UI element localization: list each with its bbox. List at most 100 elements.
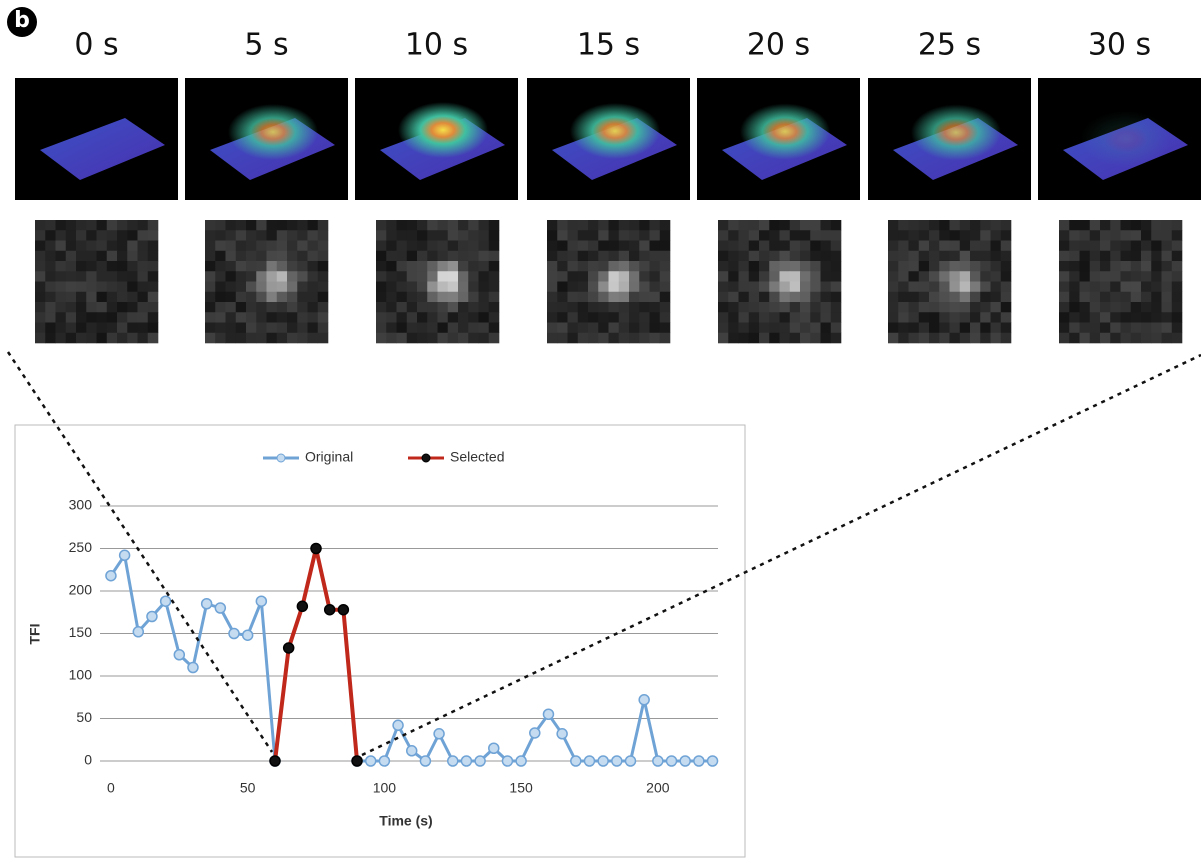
- x-axis-label: Time (s): [379, 813, 432, 829]
- pixel: [1000, 312, 1012, 323]
- x-tick-label: 50: [240, 780, 256, 796]
- pixel: [307, 322, 319, 334]
- pixel: [376, 240, 387, 252]
- pixel: [738, 271, 750, 282]
- pixel: [1100, 261, 1111, 272]
- pixel: [127, 220, 138, 231]
- pixel: [577, 220, 589, 231]
- pixel: [76, 302, 87, 313]
- pixel: [980, 240, 991, 252]
- pixel: [386, 261, 397, 272]
- pixel: [598, 332, 609, 344]
- data-point: [488, 742, 500, 754]
- pixel: [376, 271, 387, 282]
- pixel: [888, 281, 899, 293]
- pixel: [137, 250, 149, 262]
- pixel: [547, 291, 558, 303]
- y-tick-label: 250: [69, 539, 93, 555]
- pixel: [908, 271, 920, 282]
- pixel: [297, 271, 308, 282]
- pixel: [1089, 261, 1101, 272]
- pixel: [488, 332, 500, 344]
- pixel: [939, 332, 950, 344]
- pixel: [488, 281, 500, 293]
- pixel: [1110, 250, 1121, 262]
- x-tick-label: 200: [646, 780, 670, 796]
- pixel: [888, 271, 899, 282]
- pixel: [820, 230, 832, 241]
- pixel: [738, 261, 750, 272]
- pixel: [618, 281, 630, 293]
- pixel: [949, 220, 961, 231]
- pixel: [287, 240, 298, 252]
- pixel: [106, 281, 118, 293]
- pixel: [929, 312, 940, 323]
- pixel: [55, 302, 67, 313]
- pixel: [959, 281, 971, 293]
- pixel: [608, 220, 620, 231]
- pixel: [317, 291, 329, 303]
- pixel: [276, 332, 288, 344]
- pixel: [287, 291, 298, 303]
- y-tick-label: 0: [84, 752, 92, 768]
- pixel: [789, 281, 801, 293]
- pixel: [547, 261, 558, 272]
- pixel: [478, 220, 490, 231]
- pixel: [830, 332, 842, 344]
- pixel: [1141, 312, 1152, 323]
- x-tick-label: 150: [509, 780, 533, 796]
- pixel: [137, 312, 149, 323]
- pixel: [246, 332, 257, 344]
- pixel: [1079, 291, 1091, 303]
- pixel: [1000, 302, 1012, 313]
- pixel: [35, 250, 46, 262]
- pixel: [618, 250, 630, 262]
- pixel: [598, 291, 609, 303]
- pixel: [65, 230, 77, 241]
- pixel: [990, 291, 1002, 303]
- pixel: [225, 271, 237, 282]
- pixel: [598, 250, 609, 262]
- pixel: [1151, 250, 1162, 262]
- pixel: [65, 240, 77, 252]
- pixel: [949, 240, 961, 252]
- pixel: [96, 312, 108, 323]
- pixel: [45, 261, 56, 272]
- surface-peak: [228, 104, 318, 160]
- frame-time: 30 s: [1088, 28, 1151, 63]
- pixel: [1079, 250, 1091, 262]
- pixel: [447, 332, 459, 344]
- pixel: [76, 230, 87, 241]
- pixel: [959, 322, 971, 334]
- pixel: [738, 230, 750, 241]
- pixel: [1110, 312, 1121, 323]
- pixel: [547, 302, 558, 313]
- pixel: [608, 261, 620, 272]
- pixel: [1171, 312, 1183, 323]
- pixel: [649, 332, 661, 344]
- pixel: [235, 322, 247, 334]
- pixel: [396, 230, 408, 241]
- pixel: [215, 302, 226, 313]
- pixel: [447, 312, 459, 323]
- surface-peak: [740, 103, 830, 160]
- pixel: [738, 281, 750, 293]
- pixel: [406, 312, 418, 323]
- pixel: [629, 250, 640, 262]
- pixel: [235, 230, 247, 241]
- pixel: [639, 281, 650, 293]
- pixel: [659, 250, 671, 262]
- pixel: [376, 281, 387, 293]
- pixel: [659, 291, 671, 303]
- pixel: [246, 312, 257, 323]
- pixel: [820, 332, 832, 344]
- pixel: [86, 312, 97, 323]
- pixel: [417, 261, 428, 272]
- pixel: [287, 322, 298, 334]
- legend-marker: [421, 453, 431, 463]
- pixel: [608, 322, 620, 334]
- pixel: [1069, 240, 1080, 252]
- pixel: [1110, 322, 1121, 334]
- pixel: [307, 291, 319, 303]
- pixel: [898, 322, 909, 334]
